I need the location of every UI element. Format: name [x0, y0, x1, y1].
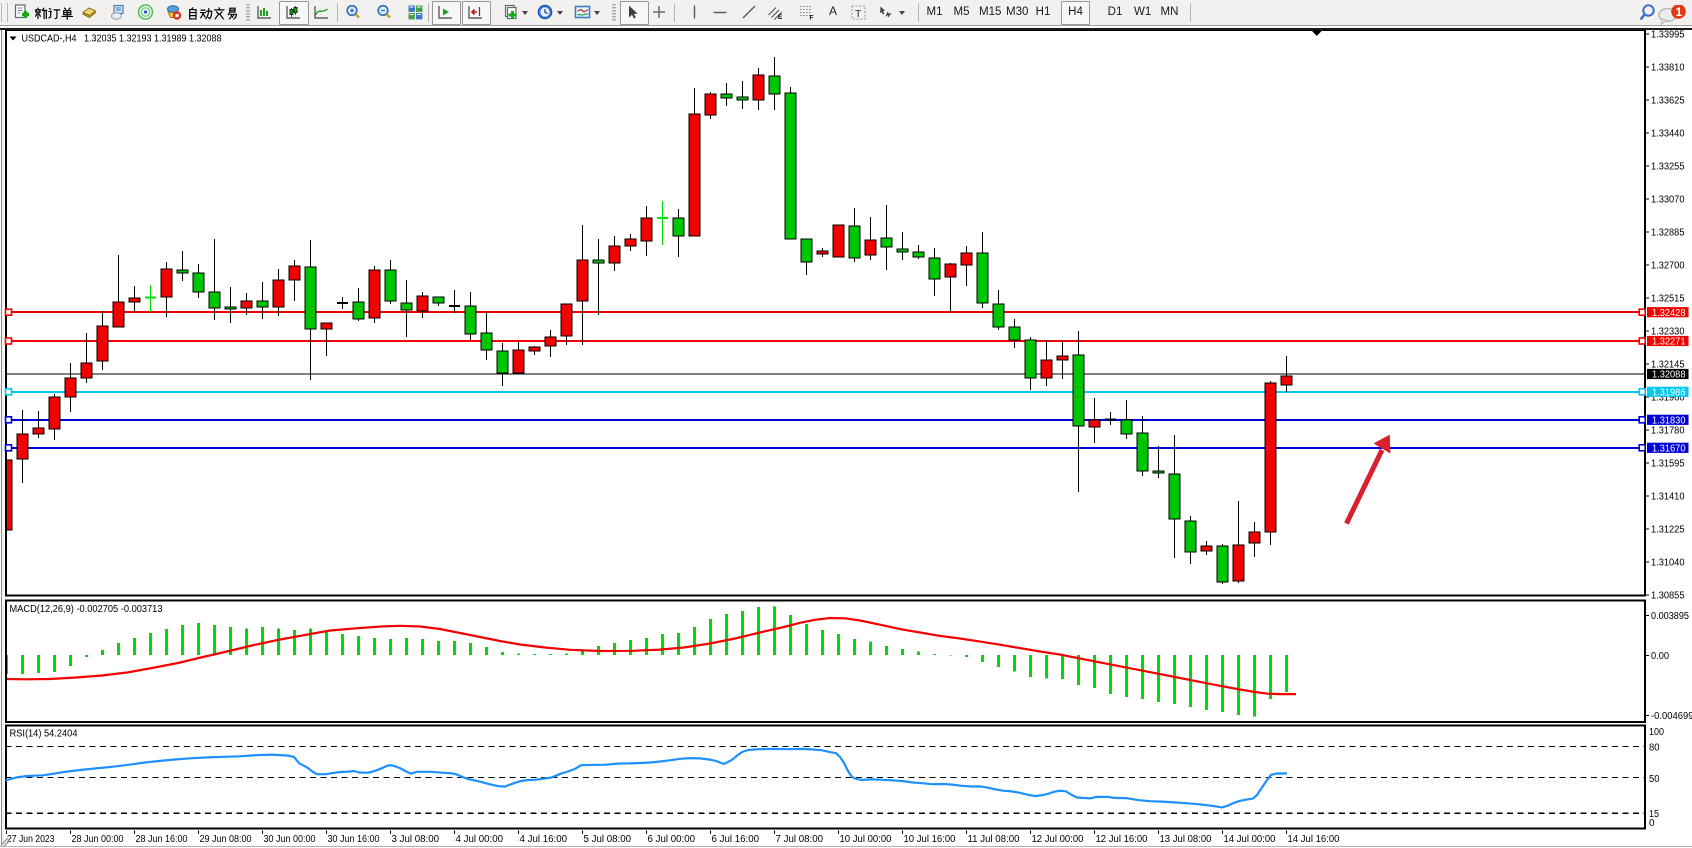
svg-text:1.32428: 1.32428	[1652, 308, 1686, 319]
svg-text:1.31225: 1.31225	[1651, 524, 1685, 535]
svg-text:1.30855: 1.30855	[1651, 590, 1685, 601]
svg-text:1.31410: 1.31410	[1651, 491, 1685, 502]
svg-text:6 Jul 16:00: 6 Jul 16:00	[712, 834, 760, 845]
svg-text:6 Jul 00:00: 6 Jul 00:00	[648, 834, 696, 845]
svg-text:28 Jun 00:00: 28 Jun 00:00	[72, 834, 124, 845]
svg-text:1.33070: 1.33070	[1651, 194, 1685, 205]
svg-text:MACD(12,26,9) -0.002705 -0.003: MACD(12,26,9) -0.002705 -0.003713	[10, 604, 163, 615]
svg-text:50: 50	[1649, 774, 1660, 785]
svg-text:12 Jul 16:00: 12 Jul 16:00	[1096, 834, 1148, 845]
svg-text:E: E	[778, 14, 783, 21]
svg-text:4 Jul 16:00: 4 Jul 16:00	[520, 834, 568, 845]
svg-text:1.31040: 1.31040	[1651, 557, 1685, 568]
svg-text:0: 0	[1649, 818, 1655, 829]
svg-text:1.31986: 1.31986	[1652, 387, 1686, 398]
svg-text:7 Jul 08:00: 7 Jul 08:00	[776, 834, 824, 845]
svg-text:1.33995: 1.33995	[1651, 29, 1685, 40]
svg-text:F: F	[810, 15, 814, 22]
svg-text:1.32088: 1.32088	[1652, 370, 1686, 381]
svg-text:12 Jul 00:00: 12 Jul 00:00	[1032, 834, 1084, 845]
svg-text:10 Jul 00:00: 10 Jul 00:00	[840, 834, 892, 845]
svg-text:T: T	[855, 8, 862, 20]
svg-text:29 Jun 08:00: 29 Jun 08:00	[200, 834, 252, 845]
svg-text:RSI(14) 54.2404: RSI(14) 54.2404	[10, 729, 78, 740]
svg-text:80: 80	[1649, 742, 1660, 753]
svg-text:1.32145: 1.32145	[1651, 359, 1685, 370]
svg-text:1.31780: 1.31780	[1651, 425, 1685, 436]
svg-text:28 Jun 16:00: 28 Jun 16:00	[136, 834, 188, 845]
svg-text:0.00: 0.00	[1651, 651, 1669, 662]
svg-text:0.003895: 0.003895	[1651, 611, 1689, 622]
svg-text:5 Jul 08:00: 5 Jul 08:00	[584, 834, 632, 845]
svg-text:1.32330: 1.32330	[1651, 326, 1685, 337]
svg-text:1.31830: 1.31830	[1652, 415, 1686, 426]
svg-text:10 Jul 16:00: 10 Jul 16:00	[904, 834, 956, 845]
svg-text:1.31670: 1.31670	[1652, 443, 1686, 454]
svg-text:15: 15	[1649, 809, 1659, 820]
svg-text:14 Jul 00:00: 14 Jul 00:00	[1224, 834, 1276, 845]
svg-text:1.32700: 1.32700	[1651, 260, 1685, 271]
svg-text:13 Jul 08:00: 13 Jul 08:00	[1160, 834, 1212, 845]
svg-text:3 Jul 08:00: 3 Jul 08:00	[392, 834, 440, 845]
svg-text:1.32271: 1.32271	[1652, 337, 1686, 348]
svg-text:27 Jun 2023: 27 Jun 2023	[7, 834, 55, 845]
svg-text:1.33810: 1.33810	[1651, 62, 1685, 73]
svg-text:30 Jun 16:00: 30 Jun 16:00	[328, 834, 380, 845]
svg-text:1.32885: 1.32885	[1651, 227, 1685, 238]
svg-text:1.31595: 1.31595	[1651, 458, 1685, 469]
svg-text:100: 100	[1649, 727, 1664, 738]
svg-text:11 Jul 08:00: 11 Jul 08:00	[968, 834, 1020, 845]
svg-text:1.32515: 1.32515	[1651, 293, 1685, 304]
svg-text:-0.004699: -0.004699	[1651, 711, 1692, 722]
svg-text:1: 1	[1676, 5, 1683, 19]
svg-text:1.33440: 1.33440	[1651, 128, 1685, 139]
svg-text:14 Jul 16:00: 14 Jul 16:00	[1288, 834, 1340, 845]
svg-text:1.33255: 1.33255	[1651, 161, 1685, 172]
svg-text:1.31960: 1.31960	[1651, 392, 1685, 403]
svg-text:4 Jul 00:00: 4 Jul 00:00	[456, 834, 504, 845]
svg-text:30 Jun 00:00: 30 Jun 00:00	[264, 834, 316, 845]
svg-text:USDCAD-,H4 1.32035 1.32193 1: USDCAD-,H4 1.32035 1.32193 1.31989 1.320…	[22, 34, 222, 45]
svg-text:1.33625: 1.33625	[1651, 95, 1685, 106]
